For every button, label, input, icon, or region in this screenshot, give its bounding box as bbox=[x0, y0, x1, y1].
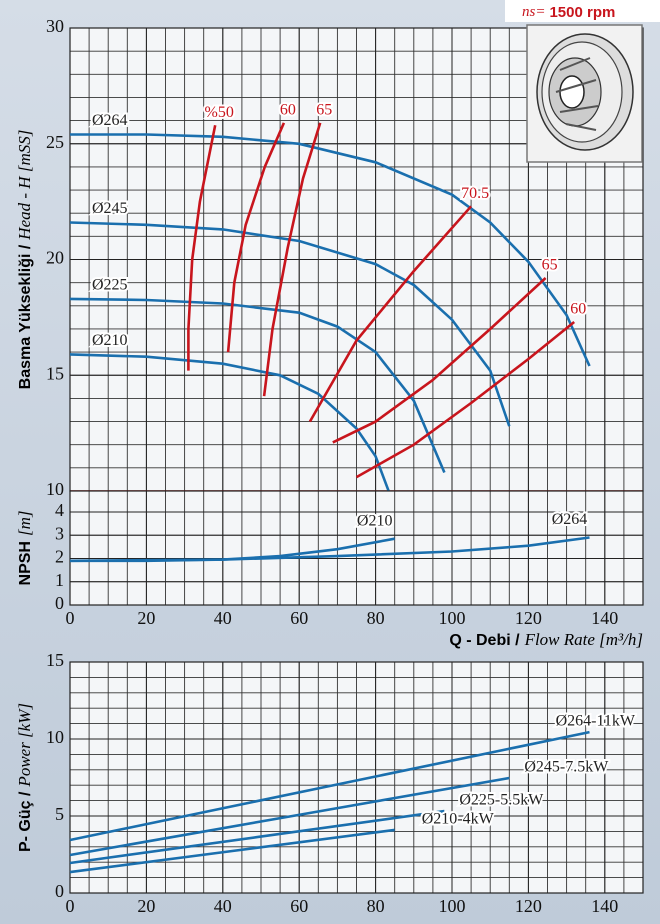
pump-chart: ns=1500 rpm 1015202530Basma Yüksekliği /… bbox=[0, 0, 660, 924]
y-tick-label: 10 bbox=[46, 727, 64, 747]
y-tick-label: 1 bbox=[55, 570, 64, 590]
x-tick-label: 40 bbox=[214, 896, 232, 916]
curve-label: Ø210 bbox=[92, 332, 128, 349]
y-tick-label: 25 bbox=[46, 132, 64, 152]
y-title-italic: [m] bbox=[15, 511, 34, 537]
x-tick-label: 80 bbox=[367, 608, 385, 628]
y-title-italic: Head - H [mSS] bbox=[15, 130, 34, 241]
x-tick-label: 100 bbox=[439, 896, 466, 916]
y-tick-label: 15 bbox=[46, 650, 64, 670]
y-tick-label: 0 bbox=[55, 881, 64, 901]
curve-label: Ø210 bbox=[357, 512, 393, 529]
curve-label: %50 bbox=[204, 104, 233, 121]
y-title-bold: Basma Yüksekliği / bbox=[17, 244, 34, 389]
y-tick-label: 4 bbox=[55, 500, 64, 520]
curve-label: Ø225-5.5kW bbox=[459, 792, 544, 809]
y-axis-title: NPSH [m] bbox=[15, 511, 34, 586]
x-tick-label: 140 bbox=[591, 608, 618, 628]
x-title-bold: Q - Debi / bbox=[449, 632, 520, 649]
x-tick-label: 120 bbox=[515, 608, 542, 628]
x-tick-label: 0 bbox=[66, 896, 75, 916]
y-title-bold: P- Güç / bbox=[17, 791, 34, 852]
x-tick-label: 20 bbox=[137, 896, 155, 916]
ns-label: ns= bbox=[522, 4, 545, 20]
curve-label: Ø225 bbox=[92, 277, 128, 294]
curve-label: 70.5 bbox=[461, 185, 489, 202]
speed-value: 1500 rpm bbox=[549, 4, 615, 21]
x-title-italic: Flow Rate [m³/h] bbox=[524, 630, 643, 649]
y-title-bold: NPSH bbox=[17, 541, 34, 585]
curve-label: Ø210-4kW bbox=[422, 811, 495, 828]
x-tick-label: 60 bbox=[290, 608, 308, 628]
y-tick-label: 2 bbox=[55, 547, 64, 567]
curve-label: Ø264-11kW bbox=[556, 713, 636, 730]
impeller-inset bbox=[527, 25, 642, 162]
curve-label: Ø264 bbox=[92, 112, 128, 129]
x-tick-label: 100 bbox=[439, 608, 466, 628]
speed-header: ns=1500 rpm bbox=[522, 4, 615, 21]
curve-label: Ø245-7.5kW bbox=[524, 759, 609, 776]
y-tick-label: 3 bbox=[55, 523, 64, 543]
x-tick-label: 0 bbox=[66, 608, 75, 628]
x-tick-label: 40 bbox=[214, 608, 232, 628]
curve-label: 60 bbox=[570, 301, 586, 318]
curve-label: 65 bbox=[542, 257, 558, 274]
curve-label: Ø264 bbox=[552, 511, 588, 528]
y-tick-label: 10 bbox=[46, 479, 64, 499]
y-axis-title: P- Güç / Power [kW] bbox=[15, 703, 34, 852]
x-axis-title: Q - Debi /Flow Rate [m³/h] bbox=[449, 630, 643, 649]
curve-label: 65 bbox=[316, 102, 332, 119]
curve-label: Ø245 bbox=[92, 200, 128, 217]
y-title-italic: Power [kW] bbox=[15, 703, 34, 788]
x-tick-label: 20 bbox=[137, 608, 155, 628]
curve-label: 60 bbox=[280, 102, 296, 119]
x-tick-label: 80 bbox=[367, 896, 385, 916]
x-tick-label: 140 bbox=[591, 896, 618, 916]
y-tick-label: 20 bbox=[46, 248, 64, 268]
y-tick-label: 30 bbox=[46, 16, 64, 36]
y-axis-title: Basma Yüksekliği / Head - H [mSS] bbox=[15, 130, 34, 390]
y-tick-label: 15 bbox=[46, 363, 64, 383]
y-tick-label: 0 bbox=[55, 593, 64, 613]
x-tick-label: 120 bbox=[515, 896, 542, 916]
y-tick-label: 5 bbox=[55, 804, 64, 824]
x-tick-label: 60 bbox=[290, 896, 308, 916]
